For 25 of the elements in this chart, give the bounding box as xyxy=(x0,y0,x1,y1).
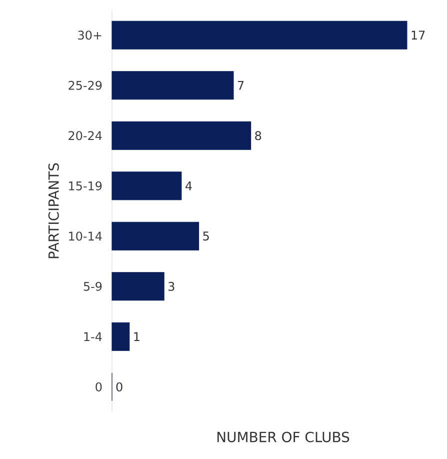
data-label: 3 xyxy=(168,282,174,291)
y-tick-label: 30+ xyxy=(78,30,102,40)
bar xyxy=(112,71,234,100)
data-label: 4 xyxy=(185,182,192,190)
data-label: 8 xyxy=(255,131,262,140)
bar xyxy=(112,172,182,200)
bar xyxy=(112,222,200,250)
y-tick-label: 10-14 xyxy=(69,232,102,241)
bar xyxy=(112,20,408,50)
y-tick-label: 1-4 xyxy=(84,332,102,341)
y-tick-label: 5-9 xyxy=(84,282,102,291)
bar xyxy=(112,322,130,351)
y-tick-label: 25-29 xyxy=(68,80,102,90)
y-tick-label: 20-24 xyxy=(68,131,102,140)
data-label: 5 xyxy=(203,232,209,241)
data-label: 7 xyxy=(238,81,244,90)
bar xyxy=(112,272,164,301)
y-axis-title: PARTICIPANTS xyxy=(48,163,59,258)
bar xyxy=(112,121,252,150)
data-label: 1 xyxy=(134,332,140,341)
data-label: 0 xyxy=(116,382,122,392)
data-label: 17 xyxy=(412,30,425,40)
y-tick-label: 0 xyxy=(96,382,102,392)
x-axis-title: NUMBER OF CLUBS xyxy=(217,432,350,442)
y-tick-label: 15-19 xyxy=(69,181,102,190)
